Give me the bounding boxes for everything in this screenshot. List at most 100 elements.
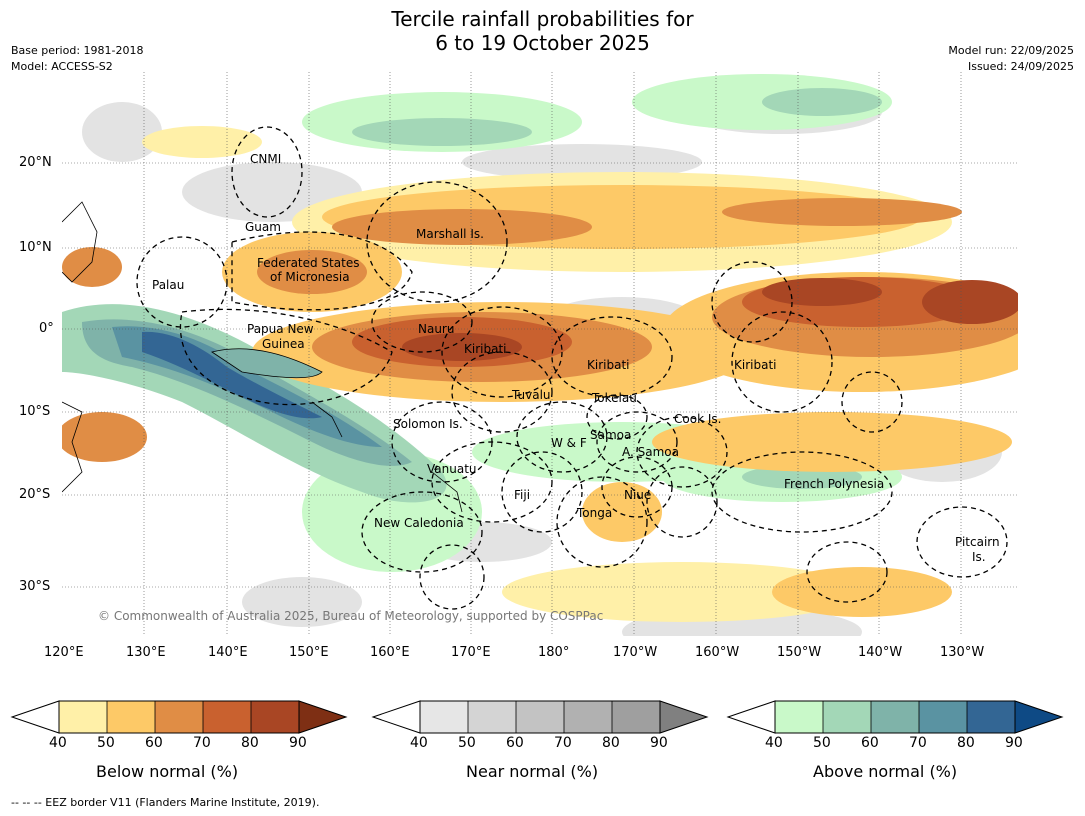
- below-normal-swatch: [298, 700, 348, 734]
- map-title-line1: Tercile rainfall probabilities for: [391, 7, 694, 31]
- near-normal-tick: 50: [458, 735, 476, 751]
- near-normal-swatch: [420, 701, 468, 733]
- above-normal-tick: 80: [957, 735, 975, 751]
- above-normal-swatch: [919, 701, 967, 733]
- marshall-islands-label: Marshall Is.: [416, 227, 484, 241]
- below-normal-colorbar-title: Below normal (%): [96, 762, 239, 781]
- near-normal-swatch: [612, 701, 660, 733]
- eez-borders: [136, 126, 1008, 610]
- near-normal-tick: 90: [650, 735, 668, 751]
- run-info-right: Model run: 22/09/2025 Issued: 24/09/2025: [948, 43, 1074, 75]
- cnmi-label: CNMI: [250, 152, 282, 166]
- below-normal-tick: 90: [289, 735, 307, 751]
- lat-tick: 0°: [39, 321, 54, 336]
- lon-tick: 150°E: [289, 645, 329, 660]
- above-normal-colorbar-title: Above normal (%): [813, 762, 958, 781]
- lon-tick: 120°E: [44, 645, 84, 660]
- png-label-line2: Guinea: [262, 337, 305, 351]
- french-polynesia-label: French Polynesia: [784, 477, 885, 491]
- above-normal-tick: 50: [813, 735, 831, 751]
- model-name-text: Model: ACCESS-S2: [11, 60, 113, 73]
- new-caledonia-label: New Caledonia: [374, 516, 464, 530]
- near-normal-colorbar-title: Near normal (%): [466, 762, 599, 781]
- tonga-label: Tonga: [577, 506, 613, 520]
- lat-tick: 30°S: [19, 579, 51, 594]
- guam-label: Guam: [245, 220, 281, 234]
- above-normal-tick: 70: [909, 735, 927, 751]
- below-normal-tick: 40: [49, 735, 67, 751]
- pitcairn-label-line1: Pitcairn: [955, 535, 1000, 549]
- niue-label: Niue: [624, 488, 652, 502]
- solomon-islands-label: Solomon Is.: [393, 417, 463, 431]
- lat-tick: 20°S: [19, 487, 51, 502]
- lon-tick: 160°W: [695, 645, 740, 660]
- run-info-left: Base period: 1981-2018 Model: ACCESS-S2: [11, 43, 143, 75]
- cook-islands-label: Cook Is.: [674, 412, 722, 426]
- above-normal-tick: 90: [1005, 735, 1023, 751]
- below-normal-tick: 60: [145, 735, 163, 751]
- samoa-label: Samoa: [590, 428, 632, 442]
- base-period-text: Base period: 1981-2018: [11, 44, 144, 57]
- tuvalu-label: Tuvalu: [512, 388, 551, 402]
- micronesia-label-line1: Federated States: [257, 256, 360, 270]
- landmasses: [62, 201, 463, 513]
- lon-tick: 150°W: [777, 645, 822, 660]
- near-normal-swatch: [564, 701, 612, 733]
- below-normal-tick: 70: [193, 735, 211, 751]
- lat-tick: 20°N: [19, 155, 52, 170]
- near-normal-tick: 60: [506, 735, 524, 751]
- png-label-line1: Papua New: [247, 322, 314, 336]
- below-normal-swatch: [107, 701, 155, 733]
- nauru-label: Nauru: [418, 322, 455, 336]
- below-normal-swatch: [59, 701, 107, 733]
- below-normal-tick: 50: [97, 735, 115, 751]
- near-normal-tick: 70: [554, 735, 572, 751]
- above-normal-swatch: [967, 701, 1015, 733]
- above-normal-tick: 60: [861, 735, 879, 751]
- near-normal-tick: 40: [410, 735, 428, 751]
- lon-tick: 140°E: [208, 645, 248, 660]
- tokelau-label: Tokelau: [592, 391, 637, 405]
- fiji-label: Fiji: [514, 488, 531, 502]
- kiribati-west-label: Kiribati: [464, 342, 507, 356]
- below-normal-swatch: [251, 701, 299, 733]
- below-normal-swatch: [155, 701, 203, 733]
- kiribati-east-label: Kiribati: [734, 358, 777, 372]
- pitcairn-label-line2: Is.: [972, 550, 986, 564]
- near-normal-tick: 80: [602, 735, 620, 751]
- lon-tick: 170°W: [613, 645, 658, 660]
- colorbars: [10, 700, 1064, 734]
- wallis-futuna-label: W & F: [551, 436, 587, 450]
- above-normal-swatch: [823, 701, 871, 733]
- near-normal-swatch: [516, 701, 564, 733]
- vanuatu-label: Vanuatu: [427, 462, 477, 476]
- near-normal-swatch: [659, 700, 709, 734]
- map-canvas: [62, 72, 1018, 636]
- above-normal-swatch: [775, 701, 823, 733]
- graticule: [62, 72, 1018, 636]
- palau-label: Palau: [152, 278, 185, 292]
- above-normal-tick: 40: [765, 735, 783, 751]
- kiribati-central-label: Kiribati: [587, 358, 630, 372]
- below-normal-tick: 80: [241, 735, 259, 751]
- issued-date-text: Issued: 24/09/2025: [967, 60, 1074, 73]
- colorbar-below-normal: [10, 700, 348, 734]
- rainfall-probability-map: CNMI Guam Marshall Is. Federated States …: [62, 72, 1018, 636]
- copyright-notice: © Commonwealth of Australia 2025, Bureau…: [98, 609, 604, 623]
- lon-tick: 130°W: [940, 645, 985, 660]
- lon-tick: 180°: [538, 645, 570, 660]
- lon-tick: 130°E: [126, 645, 166, 660]
- lon-tick: 160°E: [370, 645, 410, 660]
- eez-border-footnote: -- -- -- EEZ border V11 (Flanders Marine…: [11, 796, 320, 809]
- american-samoa-label: A. Samoa: [622, 445, 679, 459]
- colorbar-near-normal: [371, 700, 709, 734]
- below-normal-swatch: [203, 701, 251, 733]
- lat-tick: 10°N: [19, 240, 52, 255]
- above-normal-swatch: [1014, 700, 1064, 734]
- model-run-text: Model run: 22/09/2025: [948, 44, 1074, 57]
- map-title-line2: 6 to 19 October 2025: [435, 31, 650, 55]
- above-normal-swatch: [871, 701, 919, 733]
- lat-tick: 10°S: [19, 404, 51, 419]
- near-normal-swatch: [468, 701, 516, 733]
- micronesia-label-line2: of Micronesia: [270, 270, 350, 284]
